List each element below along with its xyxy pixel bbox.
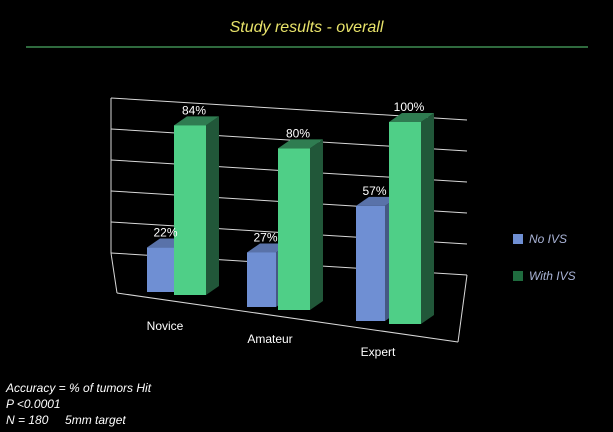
floor-left-edge xyxy=(110,252,118,294)
chart-bars xyxy=(147,113,434,324)
bar-with-ivs-expert xyxy=(389,122,421,324)
bar-side-with-ivs-expert xyxy=(421,113,434,324)
bar-side-with-ivs-amateur xyxy=(310,139,323,310)
footnotes: Accuracy = % of tumors Hit P <0.0001 N =… xyxy=(6,380,151,428)
footnote-accuracy: Accuracy = % of tumors Hit xyxy=(6,381,152,395)
chart-legend: No IVS With IVS xyxy=(513,232,576,306)
legend-label-no-ivs: No IVS xyxy=(529,232,568,246)
bar-top-with-ivs-expert xyxy=(389,113,434,122)
legend-item-with-ivs: With IVS xyxy=(513,269,576,283)
bar-top-no-ivs-expert xyxy=(356,196,398,206)
bar-no-ivs-novice xyxy=(147,247,176,292)
footnote-p-value: P <0.0001 xyxy=(6,397,61,411)
legend-item-no-ivs: No IVS xyxy=(513,232,576,246)
data-label-no-ivs-expert: 57% xyxy=(362,184,386,198)
chart-title: Study results - overall xyxy=(229,19,384,36)
chart-labels: 22% 84% Novice 27% 80% Amateur 57% 100% Expert xyxy=(147,100,425,359)
bar-top-with-ivs-novice xyxy=(174,116,219,126)
category-label-novice: Novice xyxy=(147,319,184,333)
bar-no-ivs-expert xyxy=(356,205,385,321)
data-label-with-ivs-novice: 84% xyxy=(182,103,206,117)
floor-right-edge xyxy=(457,274,468,343)
data-label-no-ivs-amateur: 27% xyxy=(253,230,277,244)
title-divider xyxy=(26,46,588,48)
data-label-no-ivs-novice: 22% xyxy=(153,226,177,240)
category-label-amateur: Amateur xyxy=(247,332,292,346)
bar-no-ivs-amateur xyxy=(247,252,276,307)
category-label-expert: Expert xyxy=(361,345,396,359)
legend-swatch-no-ivs xyxy=(513,234,523,244)
bar-side-with-ivs-novice xyxy=(206,116,219,295)
data-label-with-ivs-expert: 100% xyxy=(394,100,425,114)
legend-swatch-with-ivs xyxy=(513,271,523,281)
floor-front-edge xyxy=(116,292,459,343)
footnote-sample-size: N = 180 5mm target xyxy=(6,413,126,427)
bar-top-with-ivs-amateur xyxy=(278,139,323,149)
bar-with-ivs-amateur xyxy=(278,148,310,310)
bar-with-ivs-novice xyxy=(174,125,206,295)
data-label-with-ivs-amateur: 80% xyxy=(286,126,310,140)
legend-label-with-ivs: With IVS xyxy=(529,269,576,283)
